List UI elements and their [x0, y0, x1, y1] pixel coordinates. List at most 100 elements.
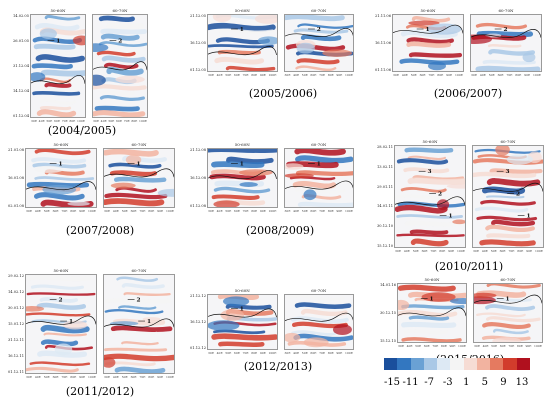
longitude-tick: 50E: [43, 209, 50, 213]
anomaly-band: [474, 206, 529, 213]
colorbar-swatch: [490, 358, 504, 370]
anomaly-blob: [34, 165, 64, 173]
longitude-tick: 50E: [46, 119, 53, 123]
marker-label: 2: [438, 191, 442, 197]
colorbar-swatch: [410, 358, 424, 370]
longitude-tick: 30E: [31, 119, 38, 123]
anomaly-band: [285, 43, 345, 52]
longitude-tick: 60E: [52, 209, 59, 213]
latitude-header: 60-70N: [311, 8, 327, 13]
anomaly-band: [211, 161, 265, 169]
longitude-tick: 60E: [233, 209, 240, 213]
anomaly-band: [480, 199, 536, 206]
anomaly-band: [36, 109, 77, 117]
longitude-tick: 90E: [448, 249, 455, 253]
anomaly-band: [98, 15, 135, 23]
date-label: 21.01.08: [7, 148, 24, 152]
date-label: 16.01.08: [7, 176, 24, 180]
longitude-axis: 30E 40E 50E 60E 70E 80E 100E: [93, 119, 147, 123]
anomaly-band: [218, 341, 265, 348]
anomaly-band: [398, 284, 456, 292]
longitude-tick: 80E: [131, 119, 138, 123]
longitude-tick: 100E: [268, 209, 277, 213]
anomaly-band: [108, 162, 162, 169]
anomaly-band: [113, 176, 167, 183]
anomaly-band: [479, 239, 536, 247]
right-map-plot: 60-70N 30E 40E 50E 60E 70E 80E 90E 100E: [283, 288, 354, 355]
colorbar-swatch: [463, 358, 477, 370]
anomaly-blob: [452, 219, 465, 225]
anomaly-blob: [93, 74, 106, 86]
date-label: 16.11.06: [374, 41, 391, 45]
contour-line: [398, 307, 466, 317]
anomaly-blob: [62, 320, 88, 330]
anomaly-band: [399, 58, 460, 65]
longitude-tick: 70E: [61, 119, 68, 123]
anomaly-band: [33, 192, 85, 201]
anomaly-band: [44, 82, 72, 89]
contour-line: [284, 180, 353, 190]
longitude-tick: 40E: [216, 351, 223, 355]
season-label: (2007/2008): [65, 224, 135, 237]
longitude-tick: 90E: [525, 344, 532, 348]
longitude-tick: 40E: [34, 209, 41, 213]
longitude-tick: 60E: [130, 209, 137, 213]
anomaly-band: [96, 50, 136, 57]
longitude-tick: 60E: [499, 249, 506, 253]
anomaly-band: [486, 284, 541, 289]
date-label: 02.01.08: [7, 204, 24, 208]
longitude-tick: 40E: [482, 344, 489, 348]
colorbar-swatch: [437, 358, 451, 370]
anomaly-band: [482, 186, 526, 195]
longitude-tick: 50E: [490, 249, 497, 253]
anomaly-band: [104, 309, 164, 315]
anomaly-band: [475, 22, 528, 30]
longitude-tick: 80E: [516, 344, 523, 348]
anomaly-band: [485, 316, 541, 323]
latitude-header: 50-60N: [420, 8, 436, 13]
longitude-tick: 50E: [121, 209, 128, 213]
anomaly-blob: [506, 154, 534, 165]
date-label: 15.12.15: [379, 339, 396, 343]
marker-label: 2: [136, 297, 140, 303]
anomaly-band: [485, 224, 535, 233]
longitude-tick: 80E: [148, 209, 155, 213]
date-label: 01.12.08: [189, 204, 206, 208]
left-map-plot: 1 50-60N 30E 40E 50E 60E 70E 80E 90E 100E: [25, 142, 97, 213]
longitude-tick: 30E: [26, 375, 33, 379]
anomaly-band: [40, 324, 90, 334]
anomaly-band: [411, 16, 451, 23]
longitude-axis: 30E 40E 50E 60E 70E 80E 90E 100E: [208, 73, 277, 77]
longitude-tick: 30E: [284, 351, 291, 355]
anomaly-blob: [398, 299, 410, 311]
longitude-tick: 100E: [268, 351, 277, 355]
anomaly-band: [492, 328, 529, 335]
anomaly-blob: [449, 298, 466, 305]
longitude-tick: 50E: [410, 73, 417, 77]
anomaly-band: [208, 22, 276, 32]
season-label: (2011/2012): [65, 385, 135, 398]
longitude-tick: 40E: [293, 73, 300, 77]
marker-label: 3: [505, 169, 509, 175]
longitude-tick: 70E: [432, 344, 439, 348]
longitude-axis: 30E 40E 50E 60E 70E 80E 90E 100E: [395, 249, 465, 253]
colorbar-tick-label: 13: [515, 377, 529, 388]
anomaly-band: [226, 156, 274, 165]
anomaly-band: [31, 63, 73, 70]
longitude-tick: 70E: [319, 351, 326, 355]
longitude-tick: 40E: [481, 249, 488, 253]
longitude-tick: 60E: [497, 73, 504, 77]
anomaly-band: [34, 176, 95, 181]
date-label: 14.12.04: [12, 89, 29, 93]
colorbar-swatch: [384, 358, 398, 370]
longitude-tick: 90E: [259, 209, 266, 213]
longitude-tick: 40E: [216, 73, 223, 77]
longitude-tick: 70E: [242, 209, 249, 213]
longitude-tick: 80E: [70, 375, 77, 379]
anomaly-band: [476, 215, 538, 222]
longitude-tick: 70E: [506, 73, 513, 77]
longitude-tick: 60E: [423, 344, 430, 348]
longitude-tick: 50E: [415, 344, 422, 348]
longitude-axis: 30E 40E 50E 60E 70E 80E 100E: [31, 119, 85, 123]
anomaly-blob: [295, 42, 315, 54]
